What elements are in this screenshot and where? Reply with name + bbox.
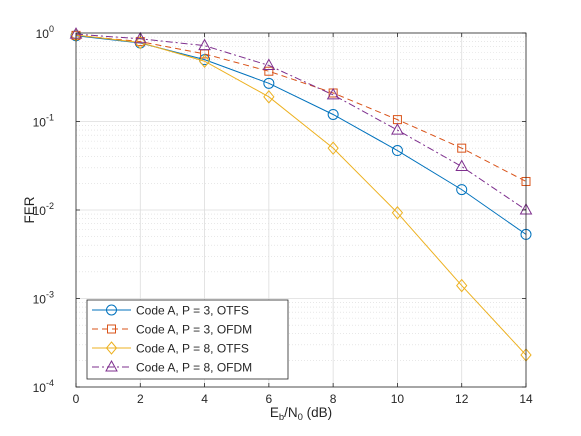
x-tick-label: 12 [455,392,469,406]
series-layer [69,27,533,362]
x-label-sub2: 0 [298,412,303,423]
legend-label: Code A, P = 8, OTFS [136,342,249,356]
legend-entry: Code A, P = 3, OTFS [92,304,249,318]
y-tick-label: 10-4 [33,378,54,395]
legend-label: Code A, P = 3, OTFS [136,304,249,318]
series-line [75,33,527,211]
data-point-diamond [327,141,339,155]
data-point-circle [391,145,403,157]
data-point-diamond [391,206,404,220]
data-point-circle [327,108,339,120]
legend-marker-square [107,324,116,334]
data-point-triangle [198,38,211,51]
y-tick-label: 10-1 [33,113,54,130]
data-point-triangle [391,123,404,135]
data-point-diamond [263,90,275,104]
y-tick-label: 10-2 [33,201,54,218]
x-label-base: E [270,405,279,420]
legend: Code A, P = 3, OTFS Code A, P = 3, OFDM Co… [86,299,289,380]
legend-label: Code A, P = 8, OFDM [136,361,252,375]
y-tick-label: 100 [36,24,54,41]
x-tick-label: 8 [330,392,337,406]
legend-box [86,299,289,380]
data-point-square [264,66,274,76]
series-line [75,34,527,182]
legend-marker-diamond [105,341,118,355]
x-axis-label: Eb/N0 (dB) [270,405,332,423]
x-tick-label: 14 [519,392,533,406]
data-point-triangle [455,159,469,172]
legend-entry: Code A, P = 3, OFDM [92,323,252,337]
x-tick-label: 10 [391,392,405,406]
legend-marker-circle [106,304,117,316]
x-tick-label: 6 [266,392,273,406]
data-point-circle [263,77,275,89]
x-tick-label: 2 [137,392,144,406]
data-point-circle [456,184,468,196]
ticks: 0 2 4 6 8 10 12 14 100 10-1 10-2 10-3 10-4 [33,24,533,406]
x-label-sub1: b [279,412,284,423]
x-label-mid: /N [284,405,298,420]
data-point-triangle [262,58,276,70]
data-point-square [457,143,467,153]
legend-marker-triangle [105,359,118,372]
series-line [75,34,527,356]
y-tick-label: 10-3 [33,290,54,307]
legend-entry: Code A, P = 8, OTFS [92,341,249,356]
data-point-diamond [198,54,211,68]
x-tick-label: 4 [201,392,208,406]
data-point-triangle [133,31,147,44]
x-label-tail: (dB) [303,405,332,420]
data-point-triangle [326,87,340,100]
y-axis-label: FER [22,196,37,223]
data-point-diamond [134,35,146,50]
legend-label: Code A, P = 3, OFDM [136,323,252,337]
legend-entry: Code A, P = 8, OFDM [92,359,252,375]
x-tick-label: 0 [73,392,80,406]
data-point-diamond [456,278,468,293]
